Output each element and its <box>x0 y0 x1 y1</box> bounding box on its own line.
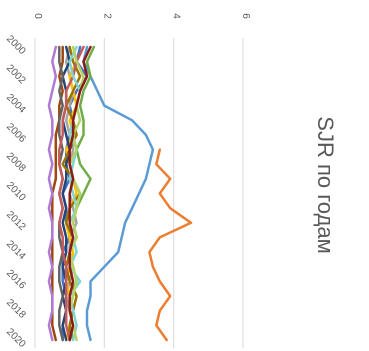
year-tick-label: 2016 <box>4 268 28 292</box>
series-line-11 <box>58 45 85 342</box>
x-tick-labels: 2000 2002 2004 2006 2008 2010 2012 2014 2016 2018… <box>4 33 28 350</box>
series-line-13 <box>68 45 82 342</box>
value-tick-label: 0 <box>32 13 43 19</box>
series-line-2 <box>148 148 193 342</box>
year-tick-label: 2012 <box>4 209 28 233</box>
year-tick-label: 2014 <box>4 239 28 263</box>
year-tick-label: 2010 <box>4 180 28 204</box>
year-tick-label: 2004 <box>4 92 28 116</box>
value-tick-label: 4 <box>171 13 182 19</box>
year-tick-label: 2002 <box>4 63 28 87</box>
year-tick-label: 2020 <box>4 326 28 350</box>
series-line-12 <box>47 45 58 342</box>
series-line-8 <box>51 45 64 342</box>
year-tick-label: 2008 <box>4 151 28 175</box>
value-tick-label: 2 <box>101 13 112 19</box>
value-tick-label: 6 <box>240 13 251 19</box>
series-line-4 <box>64 45 78 342</box>
year-tick-label: 2006 <box>4 121 28 145</box>
year-tick-label: 2000 <box>4 33 28 57</box>
series-lines <box>47 45 193 342</box>
y-tick-labels: 0 2 4 6 <box>32 13 251 19</box>
gridlines <box>34 38 244 348</box>
chart-title: SJR по годам <box>313 116 338 253</box>
year-tick-label: 2018 <box>4 297 28 321</box>
series-line-3 <box>64 45 78 342</box>
series-line-5 <box>82 45 155 342</box>
series-line-15 <box>68 45 92 342</box>
